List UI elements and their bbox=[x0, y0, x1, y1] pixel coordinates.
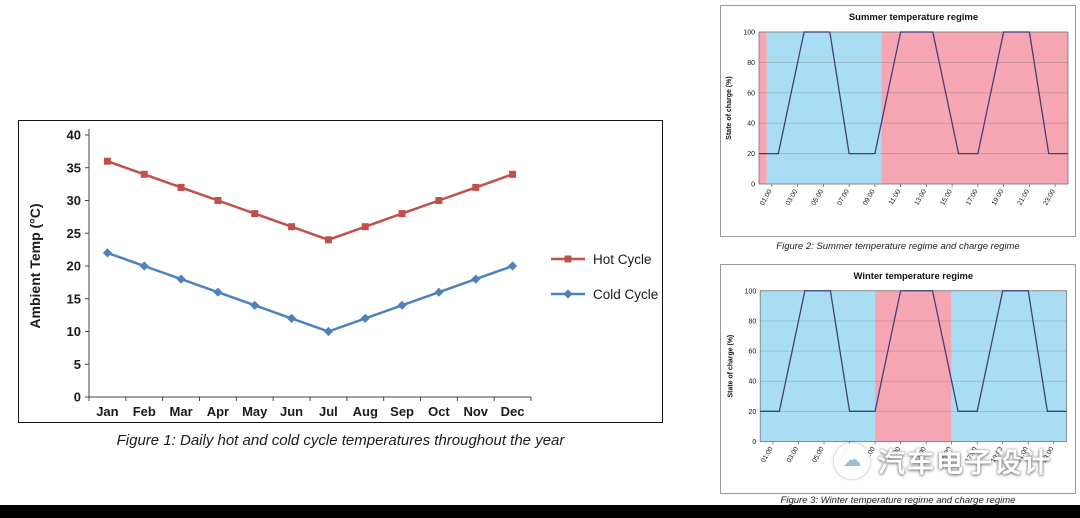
svg-text:05:00: 05:00 bbox=[811, 188, 826, 206]
cloud-logo-icon: ☁ bbox=[834, 442, 870, 479]
svg-text:25: 25 bbox=[67, 226, 81, 241]
svg-text:State of charge (%): State of charge (%) bbox=[726, 76, 733, 139]
svg-text:80: 80 bbox=[749, 318, 757, 325]
figure3-panel: Winter temperature regime 0 20 40 60 80 100 01:… bbox=[720, 264, 1076, 494]
svg-text:Oct: Oct bbox=[428, 404, 450, 419]
svg-text:Hot Cycle: Hot Cycle bbox=[593, 252, 652, 267]
svg-text:60: 60 bbox=[747, 90, 755, 97]
svg-text:0: 0 bbox=[74, 390, 81, 405]
svg-text:11:00: 11:00 bbox=[888, 188, 902, 206]
svg-text:Jul: Jul bbox=[319, 404, 338, 419]
svg-text:80: 80 bbox=[747, 60, 755, 67]
svg-text:23:00: 23:00 bbox=[1042, 188, 1057, 206]
svg-text:09:00: 09:00 bbox=[862, 188, 877, 206]
svg-text:Summer temperature regime: Summer temperature regime bbox=[849, 12, 978, 23]
svg-text:17:00: 17:00 bbox=[965, 188, 980, 206]
svg-text:03:00: 03:00 bbox=[786, 446, 801, 464]
svg-text:19:00: 19:00 bbox=[991, 188, 1006, 206]
figure3-winter-regime-chart: Winter temperature regime 0 20 40 60 80 100 01:… bbox=[727, 270, 1067, 464]
svg-text:40: 40 bbox=[749, 379, 757, 386]
figure2-summer-regime-chart: Summer temperature regime 0 20 40 60 80 100 01:… bbox=[726, 12, 1069, 207]
svg-text:21:00: 21:00 bbox=[1017, 188, 1032, 206]
svg-text:Sep: Sep bbox=[390, 404, 414, 419]
svg-text:15: 15 bbox=[67, 291, 81, 306]
svg-text:40: 40 bbox=[747, 121, 755, 128]
svg-text:May: May bbox=[242, 404, 268, 419]
svg-text:Mar: Mar bbox=[170, 404, 193, 419]
watermark-text: 汽车电子设计 bbox=[878, 448, 1052, 478]
svg-text:State of charge (%): State of charge (%) bbox=[727, 335, 734, 398]
watermark: ☁ 汽车电子设计 bbox=[834, 441, 1052, 480]
svg-text:01:00: 01:00 bbox=[760, 446, 775, 464]
svg-text:Dec: Dec bbox=[501, 404, 525, 419]
figure3-caption: Figure 3: Winter temperature regime and … bbox=[780, 495, 1016, 506]
svg-text:60: 60 bbox=[749, 349, 757, 356]
figure2-caption: Figure 2: Summer temperature regime and … bbox=[776, 241, 1020, 252]
svg-text:03:00: 03:00 bbox=[785, 188, 800, 206]
svg-text:Winter temperature regime: Winter temperature regime bbox=[854, 270, 974, 281]
figure2-panel: Summer temperature regime 0 20 40 60 80 100 01:… bbox=[720, 5, 1076, 237]
svg-text:Jun: Jun bbox=[280, 404, 303, 419]
svg-text:15:00: 15:00 bbox=[939, 188, 954, 206]
svg-text:Nov: Nov bbox=[463, 404, 488, 419]
svg-text:5: 5 bbox=[74, 357, 81, 372]
svg-text:10: 10 bbox=[67, 324, 81, 339]
svg-text:20: 20 bbox=[747, 151, 755, 158]
svg-text:05:00: 05:00 bbox=[811, 446, 826, 464]
svg-text:100: 100 bbox=[743, 30, 755, 37]
svg-text:01:00: 01:00 bbox=[759, 188, 774, 206]
svg-text:Ambient Temp (°C): Ambient Temp (°C) bbox=[27, 203, 43, 328]
figure1-temperature-chart: 0 5 10 15 20 25 30 35 40 Jan Feb Mar Apr May Jun Jul Aug… bbox=[27, 128, 658, 420]
svg-text:100: 100 bbox=[745, 288, 757, 295]
svg-text:0: 0 bbox=[751, 182, 755, 189]
svg-text:Apr: Apr bbox=[207, 404, 229, 419]
svg-text:Aug: Aug bbox=[353, 404, 378, 419]
svg-text:13:00: 13:00 bbox=[914, 188, 929, 206]
svg-text:35: 35 bbox=[67, 160, 81, 175]
svg-text:0: 0 bbox=[752, 439, 756, 446]
figure1-panel: 0 5 10 15 20 25 30 35 40 Jan Feb Mar Apr May Jun Jul Aug… bbox=[18, 120, 663, 423]
svg-text:20: 20 bbox=[67, 259, 81, 274]
figure1-caption: Figure 1: Daily hot and cold cycle tempe… bbox=[116, 432, 565, 449]
svg-text:40: 40 bbox=[67, 128, 81, 143]
svg-text:20: 20 bbox=[749, 409, 757, 416]
svg-text:Cold Cycle: Cold Cycle bbox=[593, 287, 658, 302]
svg-text:Jan: Jan bbox=[96, 404, 118, 419]
svg-text:07:00: 07:00 bbox=[836, 188, 851, 206]
svg-text:30: 30 bbox=[67, 193, 81, 208]
bottom-black-bar bbox=[0, 505, 1080, 518]
svg-text:Feb: Feb bbox=[133, 404, 156, 419]
